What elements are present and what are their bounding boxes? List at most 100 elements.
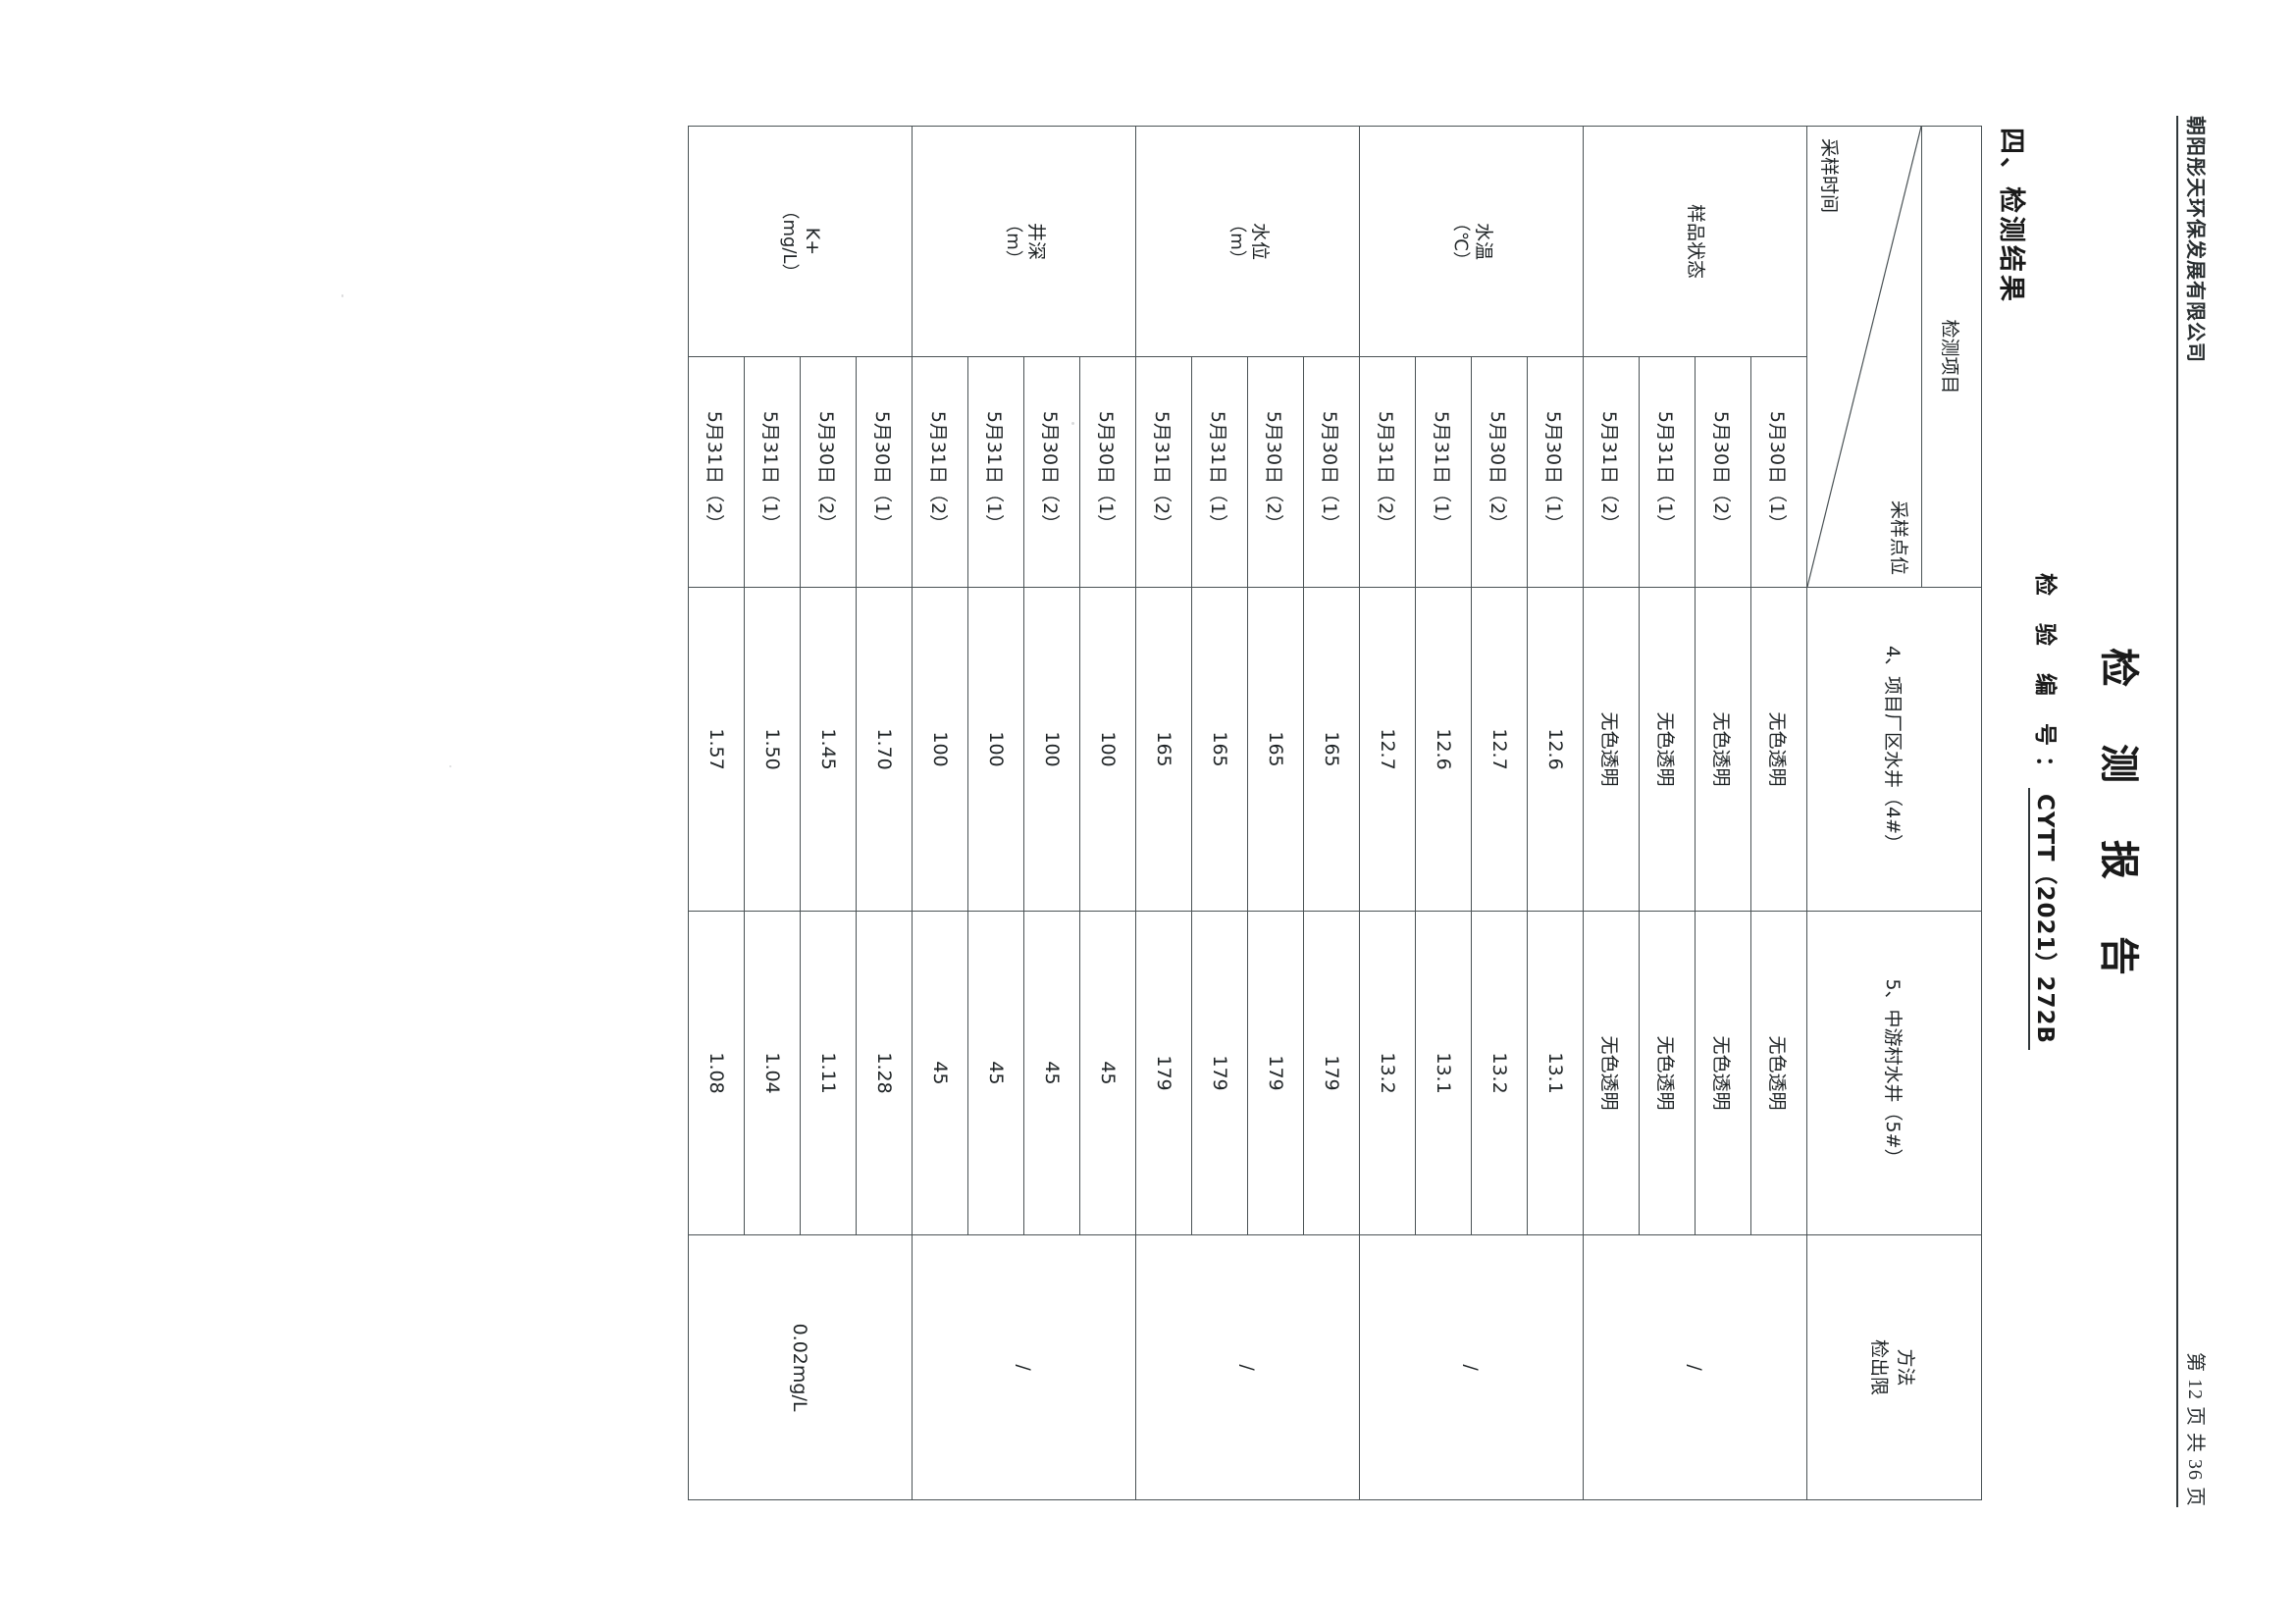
title-block: 检 测 报 告 检 验 编 号：CYTT（2021）272B (2028, 0, 2151, 1623)
page-number-label: 第 12 页 共 36 页 (2184, 1352, 2206, 1507)
scan-speck (341, 294, 343, 297)
value-cell-site-5: 1.04 (744, 911, 801, 1235)
section-heading: 四、检测结果 (1996, 128, 2026, 304)
corner-sampling-site-label: 采样点位 (1888, 500, 1909, 576)
sampling-time-cell: 5月30日（2） (1695, 356, 1751, 588)
sampling-time-cell: 5月31日（2） (688, 356, 745, 588)
value-cell-site-4: 1.57 (688, 587, 745, 912)
row-item-name: 水温 （℃） (1359, 126, 1584, 357)
results-table-body: 检测项目 4、项目厂区水井（4#） 5、中游村水井（5#） 方法 检出限 (688, 126, 1982, 1500)
value-cell-site-4: 100 (1079, 587, 1136, 912)
item-unit: （mg/L） (778, 201, 800, 282)
results-table-wrapper: 检测项目 4、项目厂区水井（4#） 5、中游村水井（5#） 方法 检出限 (688, 126, 1982, 1500)
row-item-name: 水位 （m） (1135, 126, 1360, 357)
header-site-4: 4、项目厂区水井（4#） (1806, 587, 1982, 912)
row-item-name: K+ （mg/L） (688, 126, 913, 357)
sampling-time-cell: 5月31日（2） (1359, 356, 1416, 588)
value-cell-site-4: 12.6 (1527, 587, 1584, 912)
value-cell-site-5: 1.08 (688, 911, 745, 1235)
sampling-time-cell: 5月31日（1） (1415, 356, 1472, 588)
value-cell-site-5: 45 (1079, 911, 1136, 1235)
value-cell-site-4: 100 (967, 587, 1024, 912)
row-item-name: 井深 （m） (912, 126, 1136, 357)
detection-limit-cell: 0.02mg/L (688, 1234, 913, 1500)
sampling-time-cell: 5月31日（1） (744, 356, 801, 588)
scan-speck (1607, 1079, 1609, 1081)
detection-limit-cell: / (912, 1234, 1136, 1500)
item-unit: （m） (1002, 215, 1023, 268)
table-row: 井深 （m） 5月30日（1） 100 45/ (912, 126, 1136, 1500)
header-item-label: 检测项目 (1921, 126, 1982, 588)
sampling-time-cell: 5月30日（1） (856, 356, 913, 588)
scan-speck (449, 765, 451, 767)
sampling-time-cell: 5月30日（2） (1247, 356, 1304, 588)
table-row: 水温 （℃） 5月30日（1） 12.6 13.1/ (1359, 126, 1584, 1500)
detection-limit-line-2: 检出限 (1868, 1339, 1891, 1396)
value-cell-site-5: 13.2 (1471, 911, 1528, 1235)
sampling-time-cell: 5月30日（2） (1471, 356, 1528, 588)
table-row: 水位 （m） 5月30日（1） 165 179/ (1135, 126, 1360, 1500)
value-cell-site-4: 165 (1135, 587, 1192, 912)
item-label: 水位 (1248, 222, 1271, 260)
value-cell-site-5: 13.1 (1527, 911, 1584, 1235)
value-cell-site-5: 13.1 (1415, 911, 1472, 1235)
value-cell-site-5: 179 (1135, 911, 1192, 1235)
item-label: 样品状态 (1685, 203, 1707, 279)
value-cell-site-5: 无色透明 (1583, 911, 1640, 1235)
report-number-value: CYTT（2021）272B (2028, 788, 2058, 1051)
value-cell-site-4: 100 (912, 587, 968, 912)
item-label: 井深 (1024, 222, 1047, 260)
value-cell-site-4: 12.7 (1359, 587, 1416, 912)
value-cell-site-5: 179 (1247, 911, 1304, 1235)
item-label: K+ (801, 227, 823, 256)
value-cell-site-4: 1.50 (744, 587, 801, 912)
item-label: 水温 (1472, 222, 1494, 260)
value-cell-site-5: 无色透明 (1750, 911, 1807, 1235)
sampling-time-cell: 5月30日（2） (1023, 356, 1080, 588)
results-table: 检测项目 4、项目厂区水井（4#） 5、中游村水井（5#） 方法 检出限 (688, 126, 1982, 1500)
value-cell-site-5: 179 (1303, 911, 1360, 1235)
report-title: 检 测 报 告 (2096, 648, 2141, 997)
document-header: 朝阳彤天环保发展有限公司 第 12 页 共 36 页 (2176, 116, 2212, 1507)
table-header-row: 检测项目 4、项目厂区水井（4#） 5、中游村水井（5#） 方法 检出限 (1806, 126, 1982, 1500)
value-cell-site-4: 无色透明 (1639, 587, 1696, 912)
value-cell-site-4: 无色透明 (1583, 587, 1640, 912)
sampling-time-cell: 5月30日（1） (1750, 356, 1807, 588)
sampling-time-cell: 5月31日（2） (1135, 356, 1192, 588)
sampling-time-cell: 5月30日（1） (1079, 356, 1136, 588)
header-detection-limit: 方法 检出限 (1806, 1234, 1982, 1500)
value-cell-site-5: 45 (1023, 911, 1080, 1235)
value-cell-site-5: 无色透明 (1639, 911, 1696, 1235)
value-cell-site-5: 无色透明 (1695, 911, 1751, 1235)
value-cell-site-4: 165 (1303, 587, 1360, 912)
sampling-time-cell: 5月31日（2） (912, 356, 968, 588)
item-unit: （m） (1226, 215, 1247, 268)
sampling-time-cell: 5月30日（1） (1527, 356, 1584, 588)
value-cell-site-4: 12.7 (1471, 587, 1528, 912)
detection-limit-cell: / (1135, 1234, 1360, 1500)
corner-diagonal-cell: 采样时间 采样点位 (1806, 126, 1922, 588)
report-number-line: 检 验 编 号：CYTT（2021）272B (2028, 0, 2064, 1623)
value-cell-site-4: 100 (1023, 587, 1080, 912)
value-cell-site-4: 12.6 (1415, 587, 1472, 912)
value-cell-site-4: 无色透明 (1750, 587, 1807, 912)
row-item-name: 样品状态 (1583, 126, 1807, 357)
value-cell-site-5: 1.11 (800, 911, 857, 1235)
corner-sampling-time-label: 采样时间 (1818, 138, 1840, 214)
report-number-label: 检 验 编 号： (2032, 572, 2058, 789)
table-row: K+ （mg/L） 5月30日（1） 1.70 1.28 0.02mg/L (688, 126, 913, 1500)
value-cell-site-4: 165 (1191, 587, 1248, 912)
detection-limit-line-1: 方法 (1895, 1348, 1917, 1387)
sampling-time-cell: 5月31日（2） (1583, 356, 1640, 588)
company-name: 朝阳彤天环保发展有限公司 (2184, 116, 2208, 363)
detection-limit-cell: / (1359, 1234, 1584, 1500)
value-cell-site-4: 1.70 (856, 587, 913, 912)
value-cell-site-5: 179 (1191, 911, 1248, 1235)
header-site-5: 5、中游村水井（5#） (1806, 911, 1982, 1235)
value-cell-site-4: 无色透明 (1695, 587, 1751, 912)
scan-speck (1881, 1354, 1884, 1356)
value-cell-site-5: 1.28 (856, 911, 913, 1235)
sampling-time-cell: 5月31日（1） (967, 356, 1024, 588)
